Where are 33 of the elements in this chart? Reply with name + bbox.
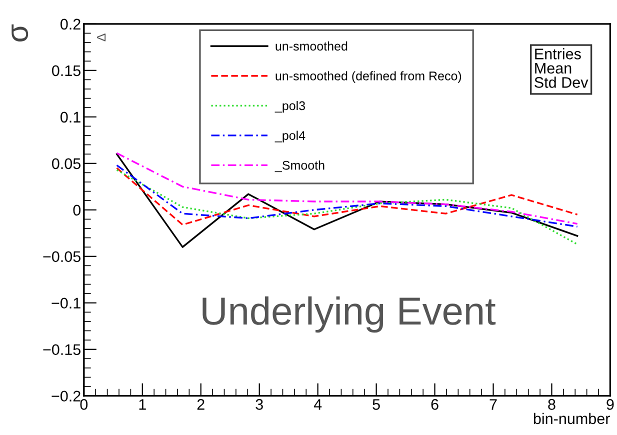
annotation: Mean [535, 62, 572, 74]
annotation: Std Dev [534, 76, 588, 88]
y-tick-label: 0 [73, 204, 81, 216]
y-tick-label: −0.15 [43, 344, 80, 356]
y-tick-label: 0.05 [52, 158, 80, 170]
x-tick-label: 7 [490, 399, 497, 410]
annotation: Δ [96, 34, 106, 42]
legend-label: _pol3 [274, 100, 306, 113]
y-axis-title: σ [12, 24, 28, 42]
line-series [116, 152, 578, 225]
y-tick-label: 0.15 [52, 65, 80, 76]
x-tick-label: 9 [606, 399, 614, 410]
y-tick-label: −0.2 [52, 390, 80, 402]
legend-label: _pol4 [274, 130, 306, 142]
x-axis-title: bin-number [534, 412, 610, 424]
legend-label: _Smooth [274, 160, 324, 172]
line-series [116, 153, 578, 248]
x-tick-label: 0 [80, 399, 88, 410]
x-tick-label: 8 [548, 399, 556, 410]
x-tick-label: 2 [197, 399, 204, 410]
annotation: Entries [535, 48, 581, 60]
x-tick-label: 6 [431, 399, 438, 410]
legend-label: un-smoothed [276, 41, 348, 51]
x-tick-label: 5 [372, 399, 380, 410]
x-tick-label: 4 [314, 399, 322, 410]
y-tick-label: 0.2 [60, 18, 80, 30]
x-tick-label: 3 [256, 399, 263, 410]
legend-label: un-smoothed (defined from Reco) [276, 71, 462, 83]
annotation: Underlying Event [202, 296, 496, 333]
x-tick-label: 1 [139, 399, 146, 410]
y-tick-label: −0.1 [52, 298, 80, 309]
y-tick-label: −0.05 [43, 251, 80, 262]
y-tick-label: 0.1 [60, 112, 80, 123]
